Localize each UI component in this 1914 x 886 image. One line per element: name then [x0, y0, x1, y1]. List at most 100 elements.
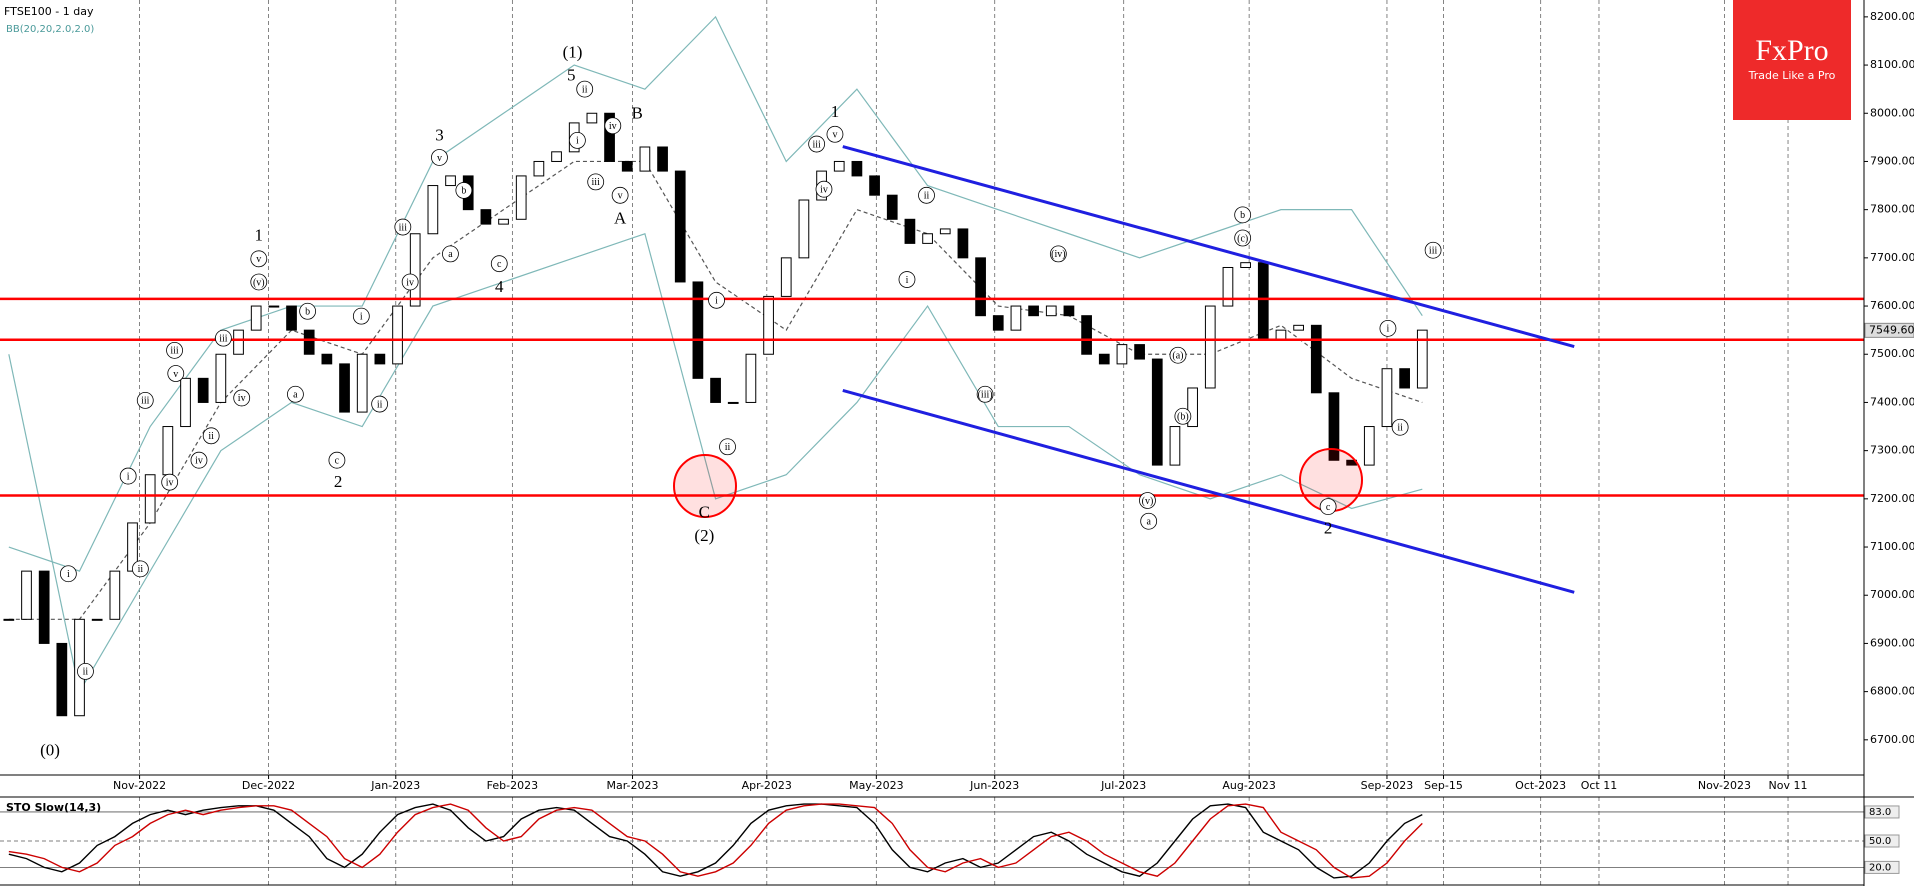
annotation-circle — [918, 186, 935, 204]
indicator-label: BB(20,20,2.0,2.0) — [6, 24, 94, 35]
wave-label: 3 — [435, 125, 444, 144]
annotation-circle — [576, 80, 594, 98]
wave-label: iv — [195, 456, 203, 467]
x-tick-label: May-2023 — [849, 779, 904, 792]
candle — [233, 329, 244, 355]
wave-label: i — [127, 471, 130, 482]
wave-label: ii — [208, 431, 214, 442]
annotation-circle — [490, 255, 508, 273]
wave-label: ii — [138, 564, 144, 575]
candle — [586, 112, 598, 124]
oscillator-title: STO Slow(14,3) — [6, 801, 101, 814]
candle — [1045, 305, 1057, 317]
candle — [710, 377, 721, 403]
candle — [445, 175, 456, 187]
wave-label: i — [67, 569, 70, 580]
annotation-circle — [442, 245, 459, 263]
candle — [21, 570, 32, 620]
x-tick-label: Nov-2023 — [1698, 779, 1751, 792]
wave-label: v — [618, 191, 623, 202]
annotation-circle — [708, 291, 725, 309]
annotation-circle — [1234, 206, 1252, 224]
wave-label: ii — [924, 191, 930, 202]
candle — [551, 151, 562, 162]
wave-label: ii — [1397, 423, 1403, 434]
annotation-circle — [1169, 346, 1187, 364]
wave-label: (v) — [1142, 496, 1154, 507]
candle — [356, 353, 368, 413]
bollinger-band — [8, 160, 1423, 620]
annotation-circle — [250, 273, 268, 291]
annotation-circle — [976, 385, 994, 403]
wave-label: iii — [170, 346, 179, 357]
wave-label: a — [448, 249, 453, 260]
y-tick-label: 7800.00 — [1870, 203, 1914, 216]
candle — [3, 618, 15, 621]
wave-label: iii — [399, 222, 408, 233]
x-tick-label: Sep-2023 — [1361, 779, 1414, 792]
annotation-circle — [1139, 492, 1156, 509]
oscillator-line — [8, 803, 1423, 879]
grid-layer: 8200.00 8100.00 8000.00 7900.00 7800.00 7700.… — [113, 0, 1914, 885]
x-tick-label: Apr-2023 — [742, 779, 792, 792]
channel-line — [842, 388, 1575, 594]
x-tick-label: Feb-2023 — [487, 779, 538, 792]
wave-label: (2) — [694, 526, 714, 545]
annotation-circle — [1391, 418, 1409, 436]
annotation-circle — [1234, 229, 1252, 247]
candle — [1169, 426, 1181, 466]
annotation-circle — [161, 473, 179, 491]
annotation-circle — [131, 560, 149, 578]
annotation-circle — [214, 329, 232, 347]
overlay-layer: 7549.60 83.0 50.0 20.0 — [0, 145, 1914, 879]
candle — [1063, 305, 1075, 317]
wave-label: iv — [406, 277, 414, 288]
wave-label: v — [437, 153, 442, 164]
candle — [91, 618, 103, 621]
candle — [1028, 305, 1039, 317]
y-tick-label: 7200.00 — [1870, 492, 1914, 505]
candle — [1293, 324, 1304, 331]
wave-label: (0) — [40, 741, 60, 760]
wave-label: i — [360, 311, 363, 322]
candle — [833, 160, 845, 172]
candle — [745, 353, 757, 403]
annotation-circle — [587, 173, 605, 191]
wave-label: (iv) — [1051, 249, 1065, 260]
annotation-circle — [1049, 245, 1067, 263]
y-tick-label: 7500.00 — [1870, 347, 1914, 360]
oscillator-tick-box — [1864, 860, 1900, 874]
oscillator-tick-box — [1864, 834, 1900, 848]
wave-label: ii — [377, 399, 383, 410]
candle — [409, 233, 421, 307]
candle — [180, 377, 191, 428]
wave-label: i — [715, 296, 718, 307]
wave-label: (iii) — [978, 390, 993, 401]
annotation-circle — [1174, 407, 1192, 425]
candle — [427, 185, 439, 235]
wave-label: iii — [141, 396, 150, 407]
y-tick-label: 7100.00 — [1870, 540, 1914, 553]
candle — [1416, 329, 1428, 389]
annotation-circle — [1424, 241, 1442, 259]
candle — [144, 474, 156, 524]
wave-label: iii — [592, 177, 601, 188]
channel-line — [842, 145, 1575, 348]
wave-label: a — [1146, 517, 1151, 528]
last-price-label: 7549.60 — [1869, 323, 1914, 336]
oscillator-tick-label: 20.0 — [1869, 862, 1891, 873]
wave-label: i — [906, 275, 909, 286]
wave-label: v — [173, 369, 178, 380]
annotation-circle — [394, 218, 412, 236]
annotation-circle — [815, 180, 833, 198]
annotation-circle — [233, 389, 251, 407]
oscillator-tick-label: 50.0 — [1869, 836, 1891, 847]
annotation-circle — [455, 182, 473, 199]
candle — [197, 377, 209, 403]
x-tick-label: Nov-2022 — [113, 779, 166, 792]
candle — [480, 209, 492, 225]
x-tick-label: Oct-2023 — [1515, 779, 1566, 792]
y-tick-label: 7600.00 — [1870, 299, 1914, 312]
